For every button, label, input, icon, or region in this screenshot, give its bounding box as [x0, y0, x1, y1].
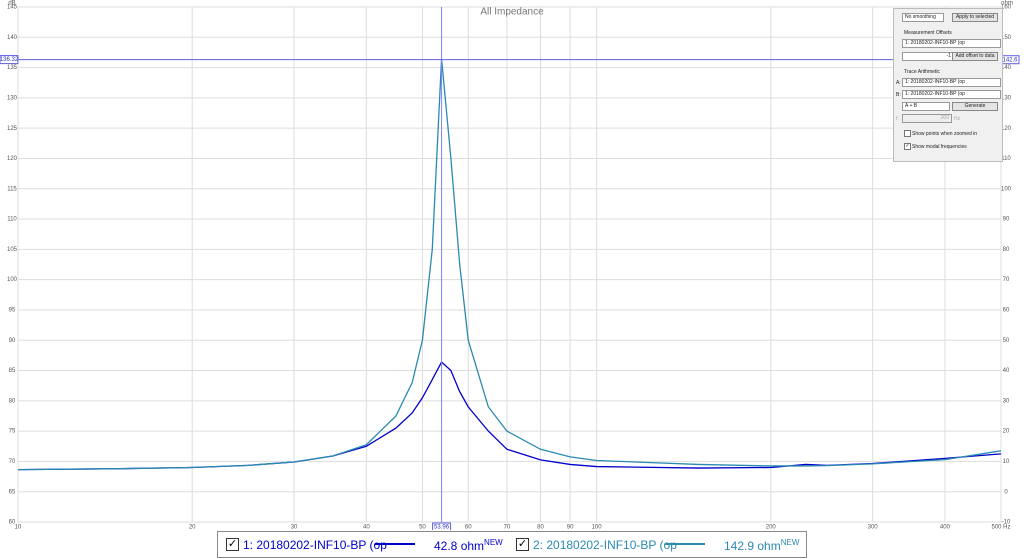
y2-tick-label: 90	[1003, 217, 1010, 223]
y2-tick-label: 120	[1001, 126, 1012, 132]
y-axis-label: dB	[8, 1, 15, 7]
control-panel: No smoothing Apply to selected Measureme…	[893, 8, 1003, 162]
offset-input[interactable]: -1	[902, 52, 954, 61]
checkbox-label: Show points when zoomed in	[912, 131, 978, 137]
y2-tick-label: -10	[1002, 520, 1011, 526]
y-tick-label: 105	[7, 247, 18, 253]
x-tick-label: 200	[766, 525, 777, 530]
cursor-y2-label: 142.6	[1002, 57, 1018, 63]
y-tick-label: 130	[7, 95, 18, 101]
f-label: f:	[896, 116, 899, 122]
x-tick-label: 60	[465, 525, 472, 530]
cursor-box	[432, 522, 452, 530]
operation-select[interactable]: A + B	[902, 102, 950, 111]
section-title: Measurement Offsets	[904, 30, 952, 36]
y2-tick-label: 150	[1001, 35, 1012, 41]
generate-button[interactable]: Generate	[952, 102, 998, 111]
y2-tick-label: 30	[1003, 398, 1010, 404]
y2-tick-label: 110	[1001, 156, 1011, 162]
y-tick-label: 100	[7, 277, 18, 283]
a-label: A:	[896, 80, 901, 86]
y2-tick-label: 80	[1003, 247, 1010, 253]
x-tick-label: 90	[567, 525, 574, 530]
chart: All Impedance dB ohm 6065707580859095100…	[0, 1, 1020, 530]
y-tick-label: 85	[9, 368, 16, 374]
legend-swatch	[665, 543, 705, 545]
readout-badge: NEW	[484, 538, 503, 547]
y-tick-label: 115	[7, 186, 17, 192]
y-tick-label: 80	[9, 398, 16, 404]
readout-value: 142.9 ohm	[724, 539, 781, 553]
y2-tick-label: 70	[1003, 277, 1010, 283]
y2-tick-label: 130	[1001, 95, 1012, 101]
chart-title: All Impedance	[480, 7, 544, 18]
x-tick-label: 10	[15, 525, 22, 530]
x-tick-label: 20	[189, 525, 196, 530]
a-select[interactable]: 1: 20180202-INF10-BP (op	[902, 78, 1001, 87]
x-tick-label: 30	[291, 525, 298, 530]
cursor-y-label: 136.32	[0, 57, 19, 63]
legend-readout: 142.9 ohmNEW	[724, 538, 799, 553]
cursor-box	[0, 55, 19, 65]
y-tick-label: 110	[7, 217, 17, 223]
legend: ✓ 1: 20180202-INF10-BP (op 42.8 ohmNEW ✓ 2: …	[217, 531, 807, 558]
apply-button[interactable]: Apply to selected	[952, 13, 998, 22]
x-tick-label: 50	[419, 525, 426, 530]
y2-tick-label: 0	[1004, 489, 1008, 495]
legend-swatch	[375, 543, 415, 545]
x-tick-label: 80	[537, 525, 544, 530]
y2-tick-label: 160	[1001, 5, 1012, 11]
f-unit: Hz	[954, 116, 961, 122]
legend-readout: 42.8 ohmNEW	[434, 538, 503, 553]
y2-axis-label: ohm	[1001, 1, 1013, 7]
y-tick-label: 125	[7, 126, 18, 132]
y-tick-label: 140	[7, 35, 18, 41]
y-tick-label: 75	[9, 429, 16, 435]
b-select[interactable]: 1: 20180202-INF10-BP (op	[902, 90, 1001, 99]
x-tick-label: 400	[940, 525, 951, 530]
x-tick-label: 100	[592, 525, 603, 530]
y-tick-label: 135	[7, 65, 18, 71]
y2-tick-label: 140	[1001, 65, 1012, 71]
y-tick-label: 95	[9, 308, 16, 314]
checkbox[interactable]: ✓	[904, 143, 911, 150]
y-tick-label: 145	[7, 5, 18, 11]
legend-name: 2: 20180202-INF10-BP (op	[533, 538, 677, 552]
y-tick-label: 70	[9, 459, 16, 465]
plot-frame	[17, 6, 1002, 523]
legend-checkbox[interactable]: ✓	[516, 538, 529, 551]
add-offset-button[interactable]: Add offset to data	[952, 52, 998, 61]
y2-tick-label: 10	[1003, 459, 1010, 465]
checkbox-label: Show modal frequencies	[912, 144, 967, 150]
x-tick-label: 70	[504, 525, 511, 530]
b-label: B:	[896, 92, 901, 98]
smoothing-select[interactable]: No smoothing	[902, 13, 944, 22]
x-tick-label: 300	[868, 525, 879, 530]
y-tick-label: 65	[9, 489, 16, 495]
cursor-x-label: 53.96	[434, 525, 450, 530]
y-tick-label: 60	[9, 520, 16, 526]
readout-badge: NEW	[780, 538, 800, 547]
x-tick-label: 40	[363, 525, 370, 530]
series-line	[17, 58, 1002, 471]
y2-tick-label: 20	[1003, 429, 1010, 435]
f-input: 200	[902, 114, 952, 123]
readout-value: 42.8 ohm	[434, 539, 485, 553]
y2-tick-label: 50	[1003, 338, 1010, 344]
y2-tick-label: 60	[1003, 308, 1010, 314]
legend-checkbox[interactable]: ✓	[226, 538, 239, 551]
legend-name: 1: 20180202-INF10-BP (op	[243, 538, 387, 552]
x-tick-label: 500 Hz	[991, 525, 1010, 530]
y-tick-label: 120	[7, 156, 18, 162]
y2-tick-label: 40	[1003, 368, 1010, 374]
section-title: Trace Arithmetic	[904, 69, 940, 75]
checkbox[interactable]	[904, 130, 911, 137]
y2-tick-label: 100	[1001, 186, 1012, 192]
y-tick-label: 90	[9, 338, 16, 344]
offset-select[interactable]: 1: 20180202-INF10-BP (op	[902, 39, 1001, 48]
